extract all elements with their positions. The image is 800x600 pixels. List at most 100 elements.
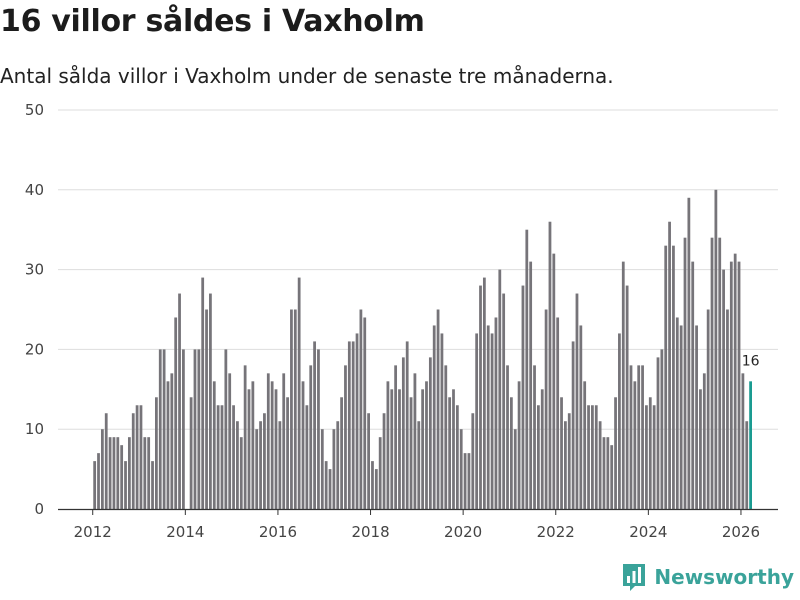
- bar: [116, 437, 120, 509]
- bar: [220, 405, 224, 509]
- bar: [533, 365, 536, 509]
- bar: [97, 453, 100, 509]
- bar: [243, 365, 247, 509]
- bar: [621, 261, 625, 509]
- bar: [344, 365, 347, 509]
- bar: [143, 437, 147, 509]
- bar: [112, 437, 116, 509]
- bar: [216, 405, 220, 509]
- bar: [263, 413, 266, 509]
- bar: [606, 437, 610, 509]
- bar: [741, 373, 745, 509]
- bar: [525, 229, 529, 509]
- bar: [405, 341, 409, 509]
- bar: [301, 381, 305, 509]
- x-tick-label: 2026: [722, 523, 760, 541]
- bar: [668, 221, 671, 509]
- bar: [398, 389, 401, 509]
- bar: [224, 349, 228, 509]
- bar: [386, 381, 390, 509]
- bar: [699, 389, 702, 509]
- bar: [564, 421, 567, 509]
- bar: [274, 389, 278, 509]
- bar: [556, 317, 560, 509]
- y-tick-label: 50: [25, 101, 44, 119]
- bar: [297, 277, 301, 509]
- bar: [162, 349, 166, 509]
- bar: [378, 437, 382, 509]
- bar: [417, 421, 421, 509]
- bar: [610, 445, 614, 509]
- y-tick-label: 10: [25, 420, 44, 438]
- bar: [147, 437, 151, 509]
- bars: [93, 189, 752, 510]
- bar: [324, 461, 328, 509]
- bar: [255, 429, 259, 509]
- bar: [332, 429, 336, 509]
- bar: [390, 389, 394, 509]
- bar: [421, 389, 425, 509]
- bar: [521, 285, 525, 509]
- bar: [718, 237, 722, 509]
- bar: [209, 293, 212, 509]
- x-tick-label: 2012: [74, 523, 112, 541]
- bar: [529, 261, 533, 509]
- bar: [745, 421, 749, 509]
- bar: [486, 325, 490, 509]
- bar: [656, 357, 660, 509]
- bar: [336, 421, 340, 509]
- y-tick-label: 30: [25, 261, 44, 279]
- bar: [259, 421, 262, 509]
- bar: [664, 245, 668, 509]
- newsworthy-logo-icon: [623, 564, 646, 591]
- x-tick-label: 2024: [629, 523, 667, 541]
- bar: [347, 341, 351, 509]
- bar: [178, 293, 181, 509]
- bar: [239, 437, 243, 509]
- bar: [571, 341, 575, 509]
- bar: [722, 269, 725, 509]
- bar: [151, 461, 154, 509]
- bar: [131, 413, 135, 509]
- bar: [714, 189, 718, 510]
- bar: [548, 221, 552, 509]
- bar: [675, 317, 679, 509]
- bar: [394, 365, 398, 509]
- bar: [706, 309, 710, 509]
- bar: [328, 469, 332, 509]
- bar: [540, 389, 544, 509]
- bar: [513, 429, 517, 509]
- bar: [127, 437, 131, 509]
- bar: [428, 357, 432, 509]
- bar: [247, 389, 251, 509]
- bar: [374, 469, 378, 509]
- bar: [251, 381, 255, 509]
- bar: [672, 245, 675, 509]
- bar: [490, 333, 494, 509]
- bar: [351, 341, 355, 509]
- bar: [679, 325, 683, 509]
- y-tick-label: 0: [34, 500, 44, 518]
- bar: [498, 269, 502, 509]
- bar: [633, 381, 637, 509]
- bar: [444, 365, 448, 509]
- bar: [120, 445, 124, 509]
- bar: [737, 261, 741, 509]
- x-tick-label: 2020: [444, 523, 482, 541]
- bar: [432, 325, 436, 509]
- bar: [625, 285, 629, 509]
- bar: [236, 421, 239, 509]
- bar: [367, 413, 370, 509]
- bar: [641, 365, 644, 509]
- bar: [228, 373, 232, 509]
- bar: [371, 461, 374, 509]
- bar: [139, 405, 143, 509]
- bar: [506, 365, 509, 509]
- bar-highlight: [749, 381, 752, 509]
- bar: [212, 381, 216, 509]
- newsworthy-logo: Newsworthy: [621, 562, 794, 592]
- bar: [567, 413, 571, 509]
- bar: [205, 309, 208, 509]
- bar: [648, 397, 652, 509]
